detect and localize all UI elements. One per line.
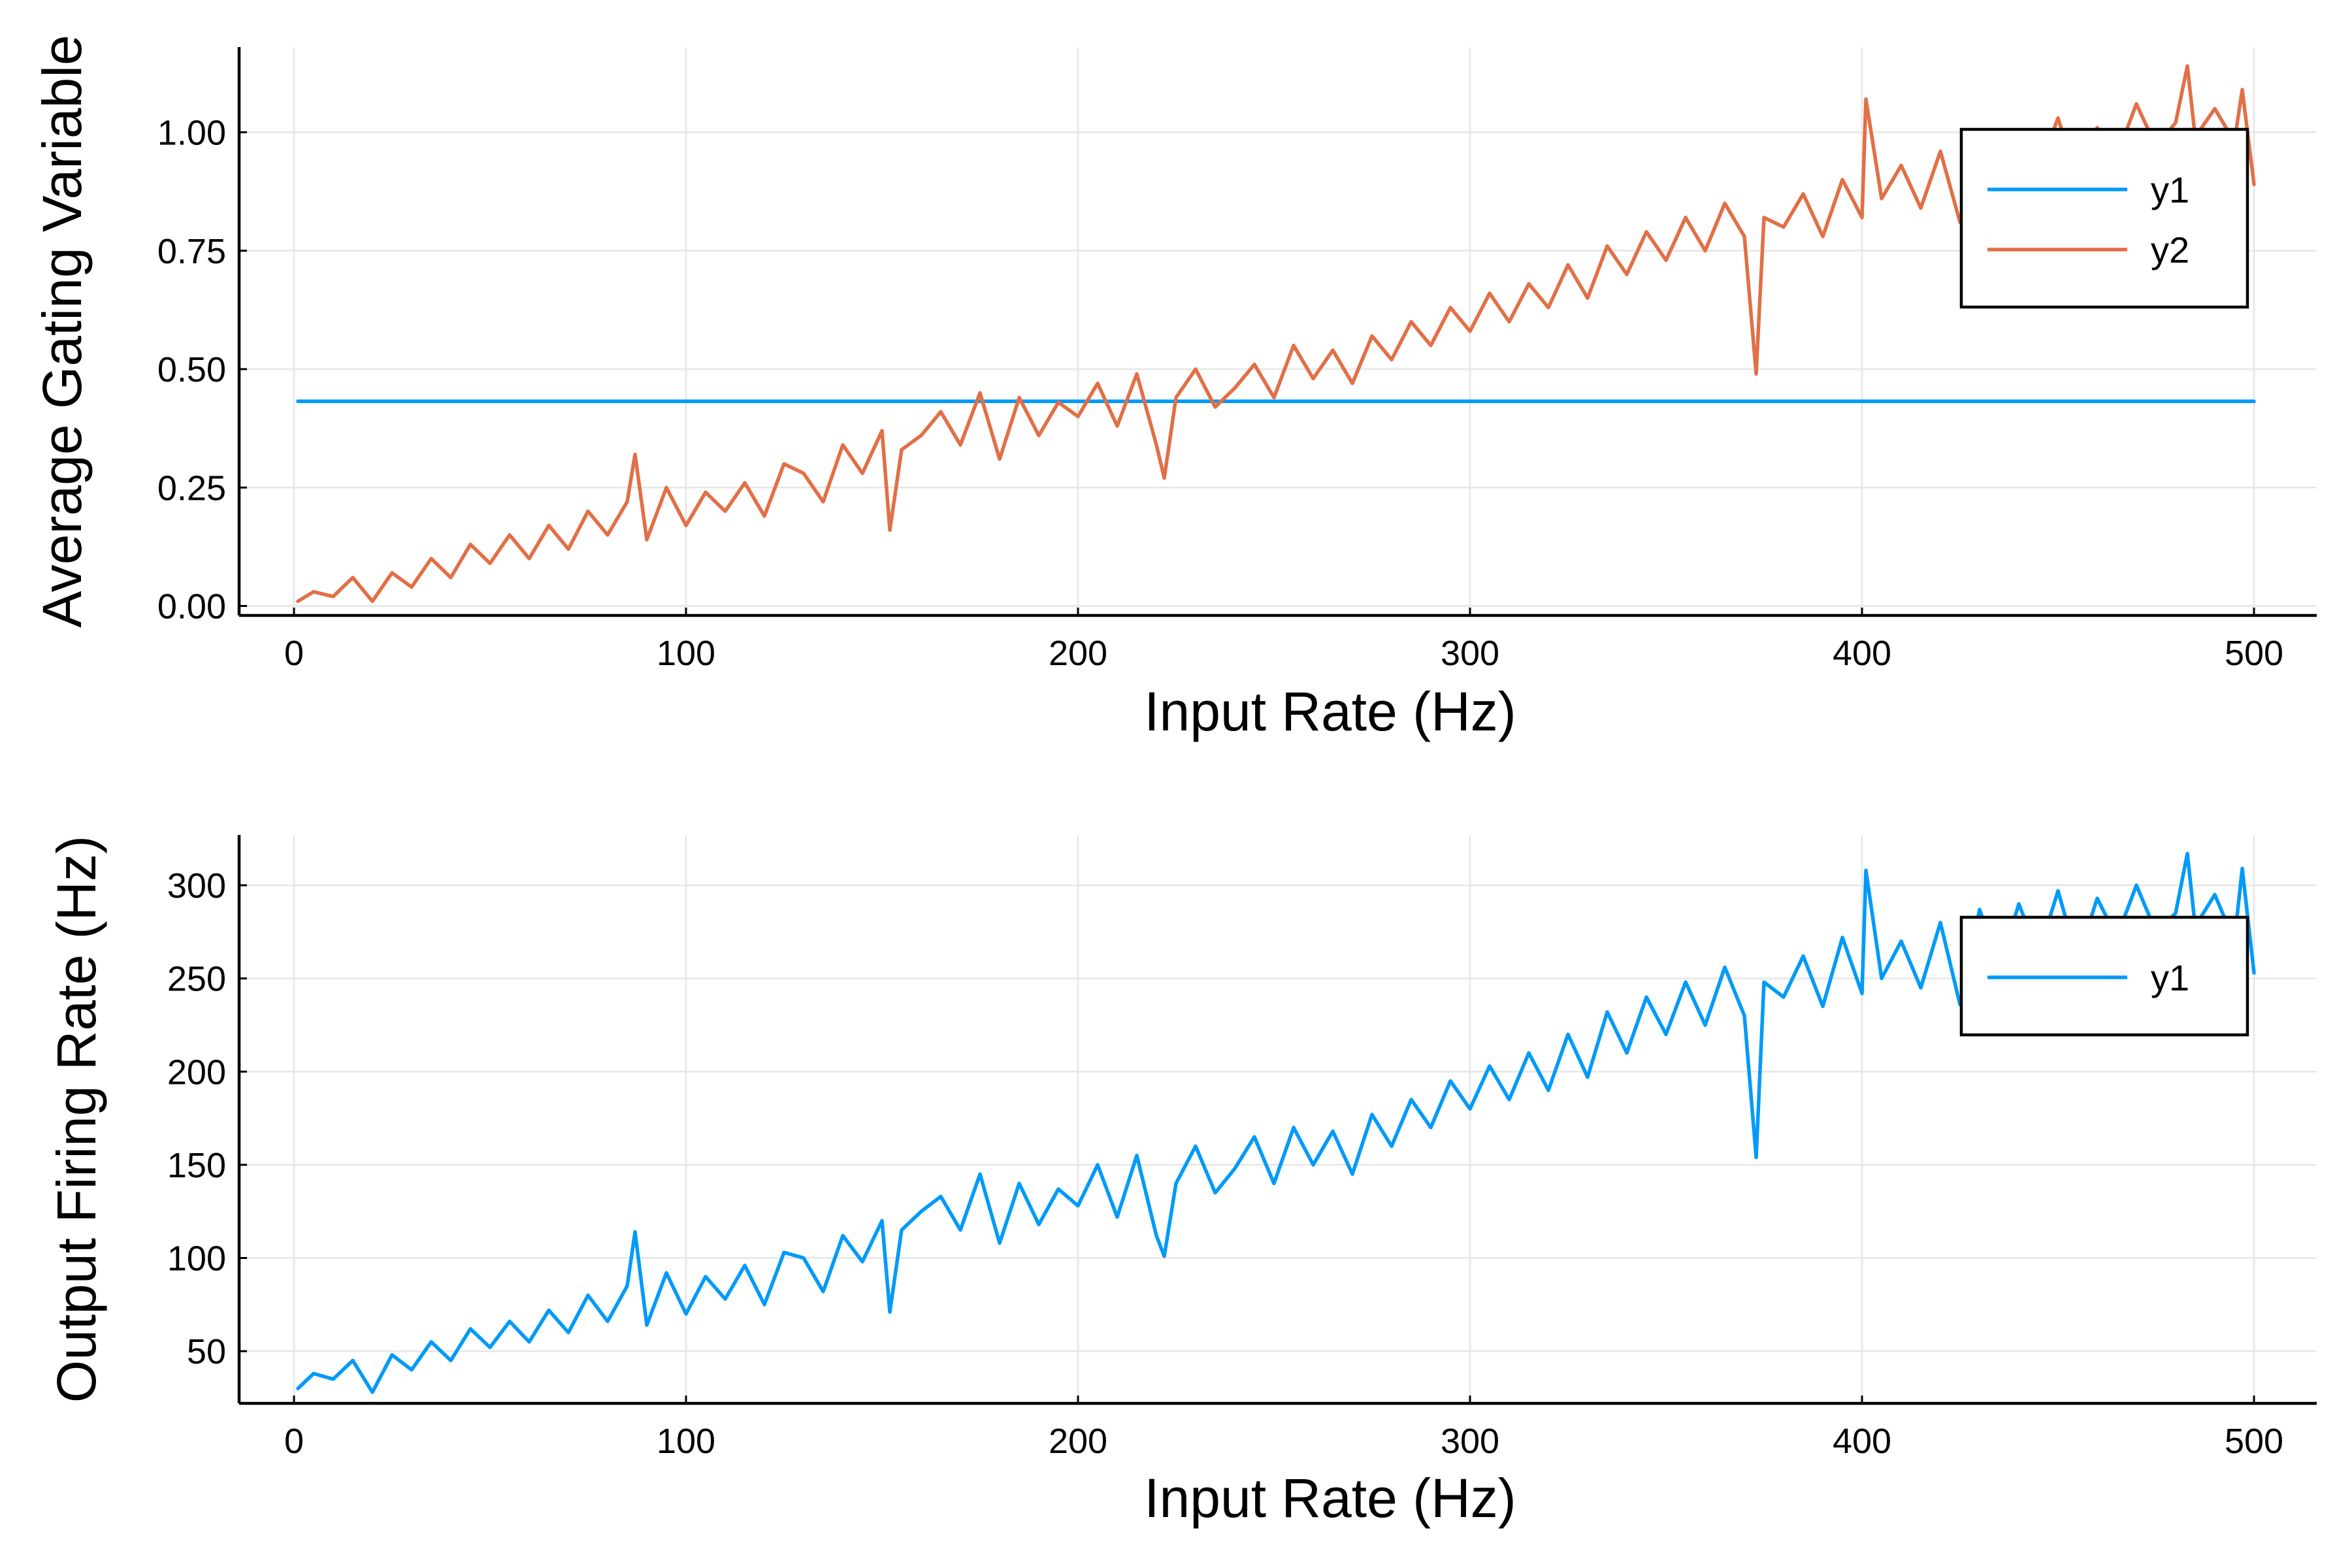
- y-tick-label: 0.25: [157, 468, 226, 508]
- firing-rate-chart: 0 100 200 300 400 500 50 100 150 200 250 300 Input R…: [46, 835, 2317, 1529]
- x-tick-label: 100: [657, 634, 715, 673]
- x-tick-label: 200: [1049, 634, 1107, 673]
- x-tick-label: 400: [1833, 1422, 1891, 1461]
- y-tick-label: 0.75: [157, 232, 226, 271]
- y-axis-title: Average Gating Variable: [31, 35, 93, 627]
- y-tick-label: 250: [167, 960, 226, 999]
- x-tick-label: 500: [2225, 1422, 2283, 1461]
- gating-variable-chart: 0 100 200 300 400 500 0.00 0.25 0.50 0.75 1.00 Inpu…: [31, 35, 2317, 742]
- x-tick-label: 400: [1833, 634, 1891, 673]
- x-tick-label: 0: [284, 634, 304, 673]
- x-axis-title: Input Rate (Hz): [1144, 681, 1516, 742]
- x-tick-label: 0: [284, 1422, 304, 1461]
- y-axis-title: Output Firing Rate (Hz): [46, 836, 107, 1403]
- x-tick-label: 200: [1049, 1422, 1107, 1461]
- y-tick-label: 50: [187, 1332, 226, 1371]
- x-tick-label: 500: [2225, 634, 2283, 673]
- y-tick-label: 150: [167, 1146, 226, 1185]
- series-line-y1: [296, 851, 2256, 1394]
- legend-label: y1: [2151, 169, 2189, 210]
- legend-label: y2: [2151, 229, 2189, 270]
- y-tick-label: 0.00: [157, 587, 226, 627]
- y-tick-label: 0.50: [157, 350, 226, 389]
- series-line-y2: [296, 64, 2256, 604]
- legend-box: [1959, 127, 2249, 309]
- y-tick-label: 1.00: [157, 114, 226, 153]
- y-tick-label: 300: [167, 866, 226, 906]
- legend: y1: [1959, 915, 2249, 1037]
- y-tick-label: 200: [167, 1053, 226, 1092]
- x-tick-label: 300: [1441, 634, 1499, 673]
- y-tick-label: 100: [167, 1239, 226, 1279]
- x-axis-title: Input Rate (Hz): [1144, 1467, 1516, 1529]
- legend-label: y1: [2151, 957, 2189, 998]
- x-tick-label: 100: [657, 1422, 715, 1461]
- x-tick-label: 300: [1441, 1422, 1499, 1461]
